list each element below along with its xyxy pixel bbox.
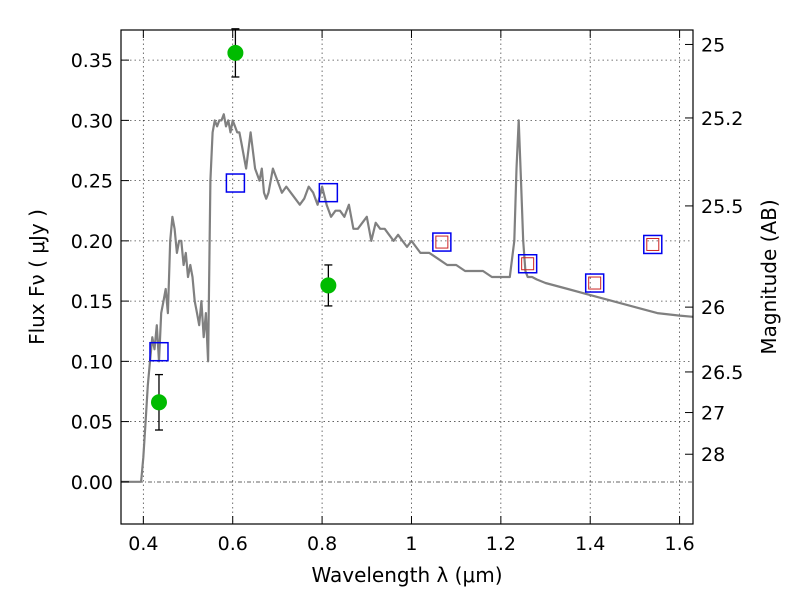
x-tick-label: 1.6 — [664, 533, 694, 555]
tick-layer: 0.4 0.6 0.8 1 1.2 1.4 1.6 0.00 0.05 0.10 0.15 0.20 0… — [71, 30, 743, 555]
observed-point — [150, 394, 167, 411]
y-tick-label: 0.30 — [71, 110, 113, 132]
x-tick-label: 0.4 — [128, 533, 158, 555]
y-tick-label: 0.10 — [71, 351, 113, 373]
model-point-square-inner — [521, 257, 535, 271]
x-tick-label: 1 — [405, 533, 417, 555]
model-point-square — [225, 173, 246, 193]
y-tick-label: 0.05 — [71, 412, 113, 434]
plot-layer — [121, 28, 694, 483]
grid-layer — [121, 30, 693, 524]
y2-tick-label: 25.5 — [701, 196, 743, 218]
y-tick-label: 0.00 — [71, 472, 113, 494]
x-tick-label: 1.4 — [575, 533, 605, 555]
y2-axis-title: Magnitude (AB) — [757, 199, 781, 354]
y-tick-label: 0.20 — [71, 231, 113, 253]
x-tick-label: 0.6 — [218, 533, 248, 555]
model-point-square — [432, 232, 452, 252]
model-point-square — [149, 341, 169, 362]
x-tick-label: 1.2 — [486, 533, 516, 555]
y2-tick-label: 25 — [701, 34, 725, 56]
y2-tick-label: 28 — [701, 444, 725, 466]
y-tick-label: 0.25 — [71, 171, 113, 193]
model-spectrum-line — [121, 113, 694, 483]
model-point-square — [643, 234, 663, 255]
y2-tick-label: 25.2 — [701, 108, 743, 130]
model-point-square-inner — [646, 237, 660, 251]
y-tick-label: 0.15 — [71, 291, 113, 313]
y2-tick-label: 26.5 — [701, 362, 743, 384]
y2-tick-label: 27 — [701, 403, 725, 425]
y-tick-label: 0.35 — [71, 50, 113, 72]
observed-point — [227, 44, 244, 61]
model-point-square — [584, 273, 605, 293]
model-point-square — [517, 253, 538, 274]
x-axis-title: Wavelength λ (μm) — [311, 563, 502, 587]
model-point-square-inner — [588, 276, 602, 290]
plot-frame — [120, 29, 694, 525]
observed-point — [320, 277, 337, 294]
model-point-square — [318, 182, 339, 203]
y-axis-title: Flux Fν ( μJy ) — [25, 209, 49, 345]
y2-tick-label: 26 — [701, 297, 725, 319]
x-tick-label: 0.8 — [307, 533, 337, 555]
model-point-square-inner — [435, 235, 449, 249]
